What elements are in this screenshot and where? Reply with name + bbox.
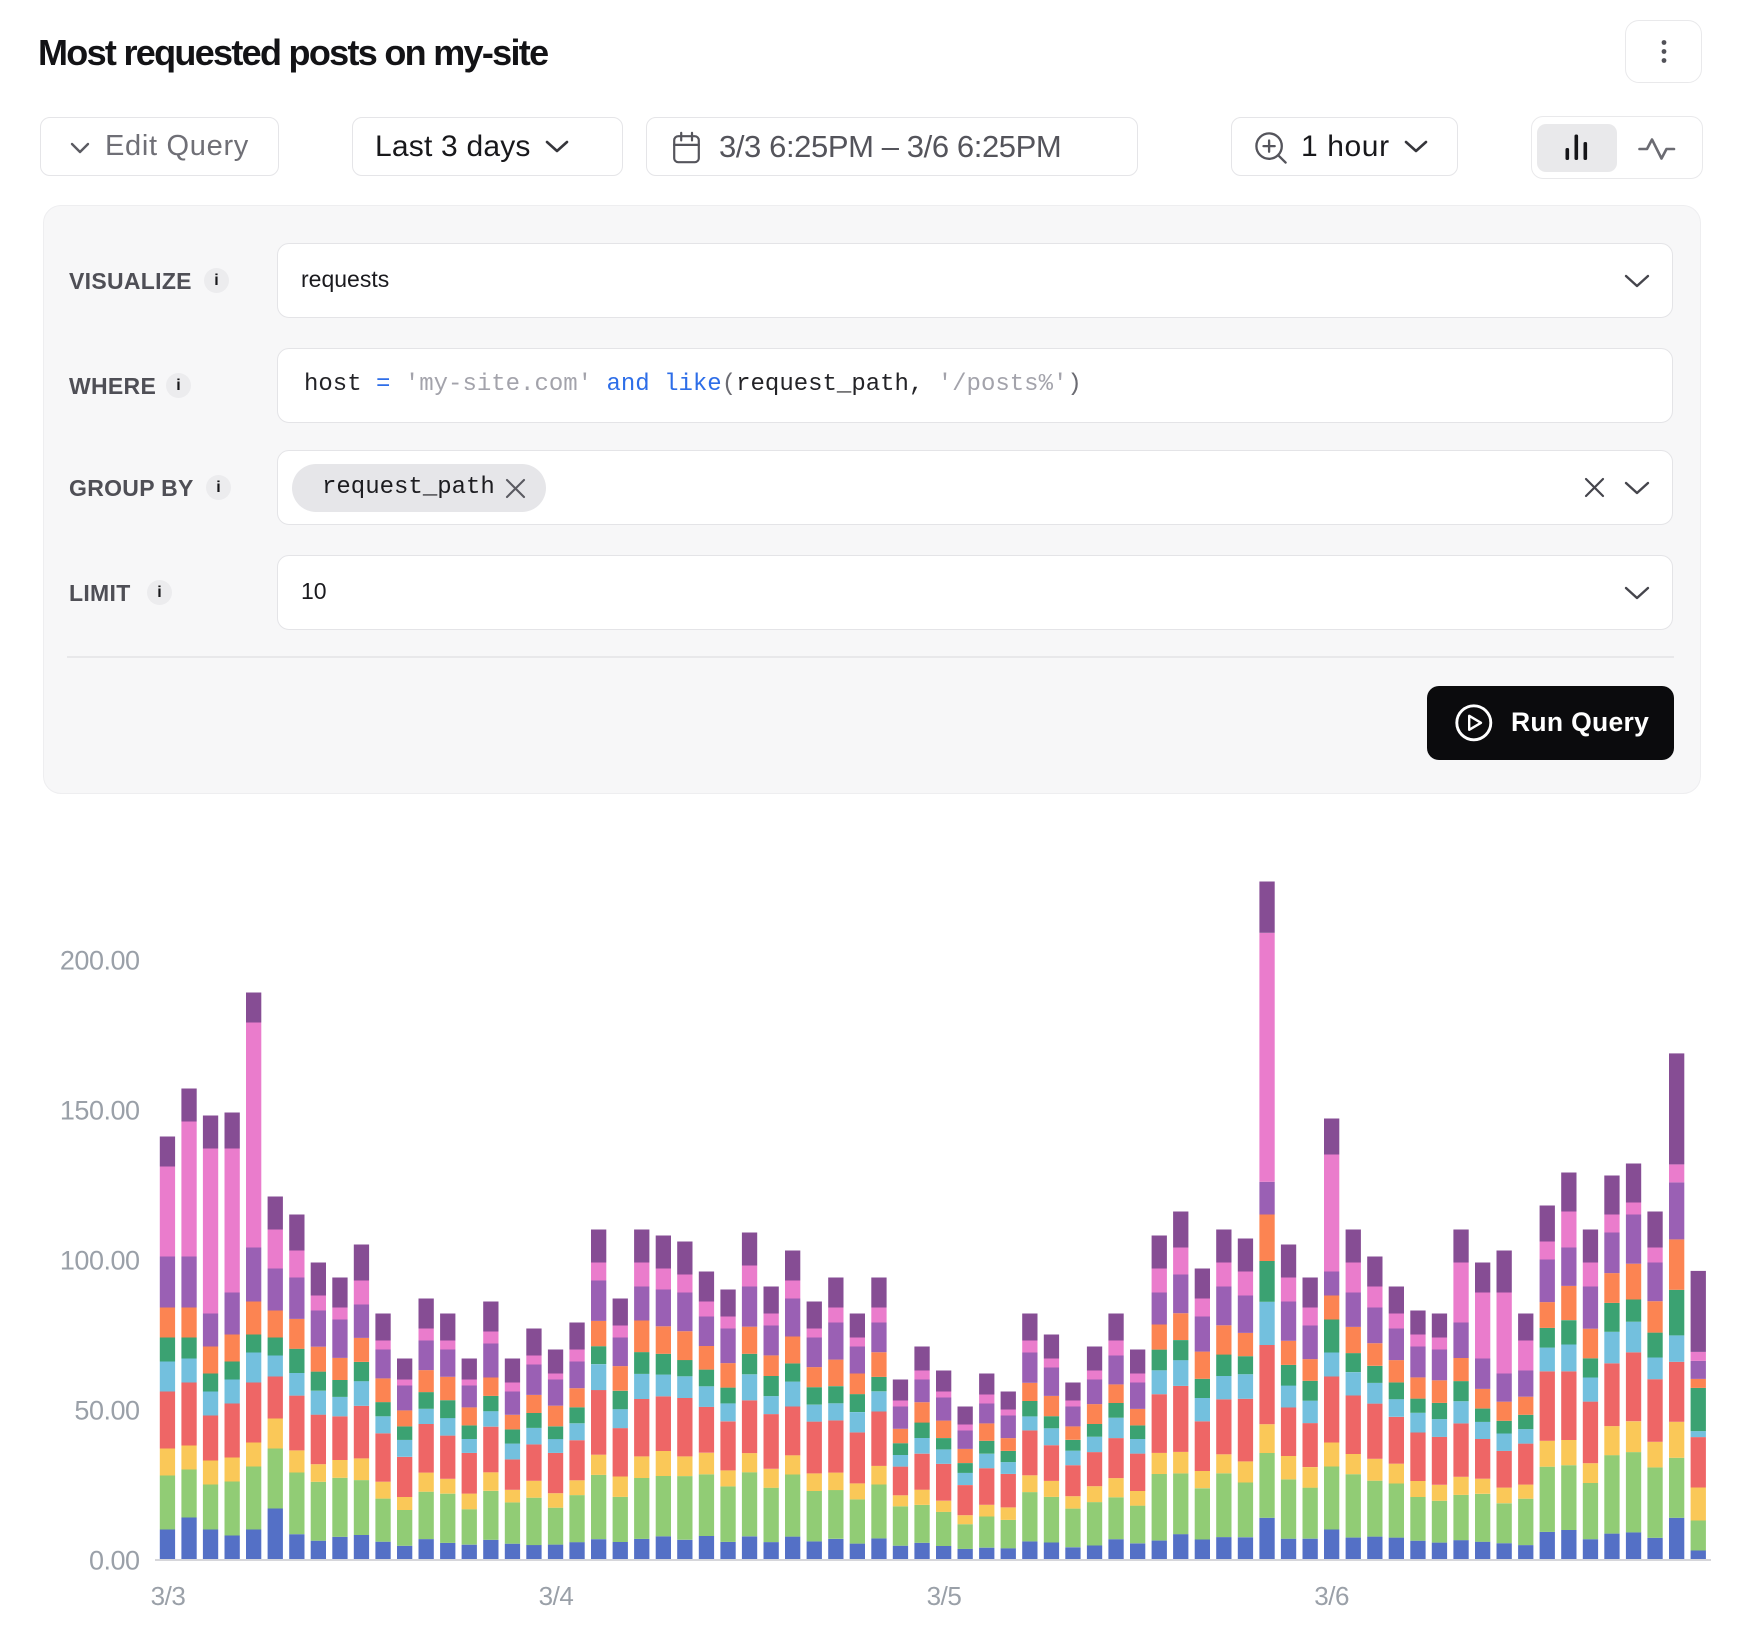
svg-text:100.00: 100.00 [60,1246,140,1276]
svg-text:0.00: 0.00 [89,1546,140,1576]
svg-text:3/6: 3/6 [1314,1581,1349,1611]
svg-text:150.00: 150.00 [60,1096,140,1126]
svg-text:200.00: 200.00 [60,946,140,976]
svg-text:50.00: 50.00 [74,1396,139,1426]
svg-text:3/5: 3/5 [927,1581,962,1611]
svg-text:3/3: 3/3 [151,1581,186,1611]
svg-text:3/4: 3/4 [539,1581,574,1611]
